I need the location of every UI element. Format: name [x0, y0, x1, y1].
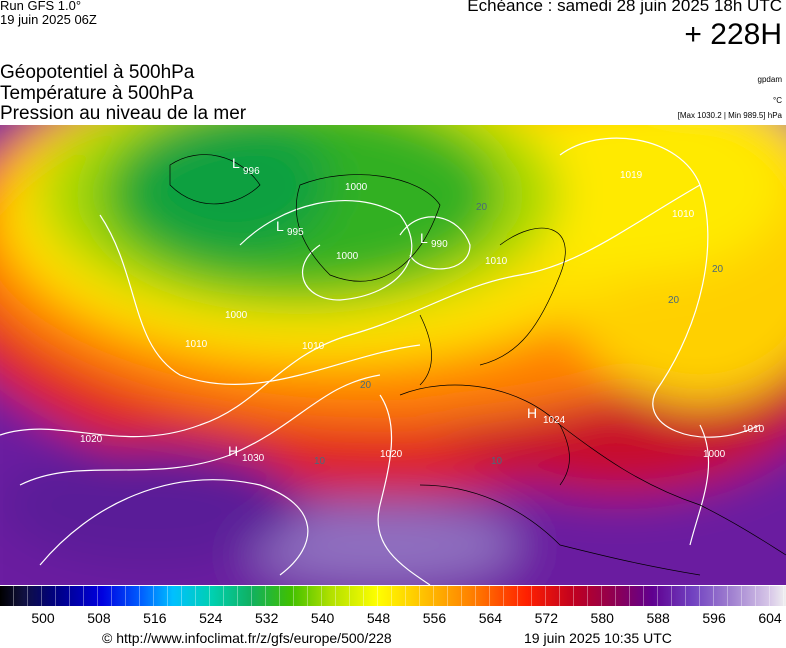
isobars: [0, 137, 761, 585]
isobar-label: 1000: [703, 449, 726, 460]
low-marker: L: [232, 155, 240, 171]
isotherm-label: 20: [476, 202, 488, 213]
run: Run GFS 1.0°: [0, 0, 82, 13]
isobar-label: 1020: [80, 434, 103, 445]
colorbar-tick-label: 596: [702, 610, 726, 626]
high-marker: H: [228, 443, 239, 459]
pressure-label: 1024: [543, 415, 566, 426]
isobar-label: 1000: [345, 182, 368, 193]
isotherm-label: 20: [668, 295, 680, 306]
valid-time: Echéance : samedi 28 juin 2025 18h UTC: [467, 0, 782, 15]
field: Géopotentiel à 500hPa: [0, 62, 195, 83]
colorbar-tick-label: 556: [422, 610, 447, 626]
high-marker: H: [527, 405, 538, 421]
isotherm-label: 20: [360, 380, 372, 391]
colorbar-tick-label: 524: [199, 610, 223, 626]
run-date: 19 juin 2025 06Z: [0, 12, 97, 27]
colorbar-tick-label: 548: [366, 610, 391, 626]
colorbar-tick-label: 588: [646, 610, 670, 626]
pressure-label: 995: [287, 227, 304, 238]
isotherm-label: 10: [491, 456, 503, 467]
isotherm-label: 20: [712, 264, 724, 275]
map: [0, 125, 786, 585]
colorbar: [0, 586, 786, 606]
generated-time: 19 juin 2025 10:35 UTC: [524, 630, 672, 646]
isobar-label: 1019: [620, 170, 643, 181]
field: Température à 500hPa: [0, 83, 194, 104]
colorbar-tick-label: 516: [143, 610, 167, 626]
temperature-field: [0, 125, 786, 585]
pressure-label: 996: [243, 166, 260, 177]
colorbar-tick-label: 500: [31, 610, 55, 626]
source-url: © http://www.infoclimat.fr/z/gfs/europe/…: [102, 630, 392, 646]
isobar-label: 1000: [336, 251, 359, 262]
colorbar-tick-label: 580: [590, 610, 614, 626]
low-marker: L: [420, 230, 428, 246]
isobar-label: 1010: [302, 341, 325, 352]
low-marker: L: [276, 218, 284, 234]
colorbar-tick-label: 604: [758, 610, 782, 626]
pressure-label: 1030: [242, 453, 265, 464]
isobar-label: 1000: [225, 310, 248, 321]
unit: gpdam: [757, 75, 782, 84]
coastlines: [169, 154, 786, 576]
colorbar-tick-label: 572: [534, 610, 558, 626]
isotherm-label: 10: [314, 456, 326, 467]
colorbar-tick-label: 508: [87, 610, 111, 626]
colorbar-tick-label: 540: [310, 610, 335, 626]
lead-time: + 228H: [684, 18, 782, 51]
isobar-label: 1020: [380, 449, 403, 460]
isobar-label: 1010: [672, 209, 695, 220]
field: Pression au niveau de la mer: [0, 103, 247, 124]
isobar-label: 1010: [185, 339, 208, 350]
unit: °C: [773, 96, 782, 105]
isobar-label: 1010: [485, 256, 508, 267]
pressure-label: 990: [431, 239, 448, 250]
unit: [Max 1030.2 | Min 989.5] hPa: [677, 111, 782, 120]
colorbar-tick-label: 564: [478, 610, 503, 626]
colorbar-tick-label: 532: [255, 610, 279, 626]
isobar-label: 1010: [742, 424, 765, 435]
